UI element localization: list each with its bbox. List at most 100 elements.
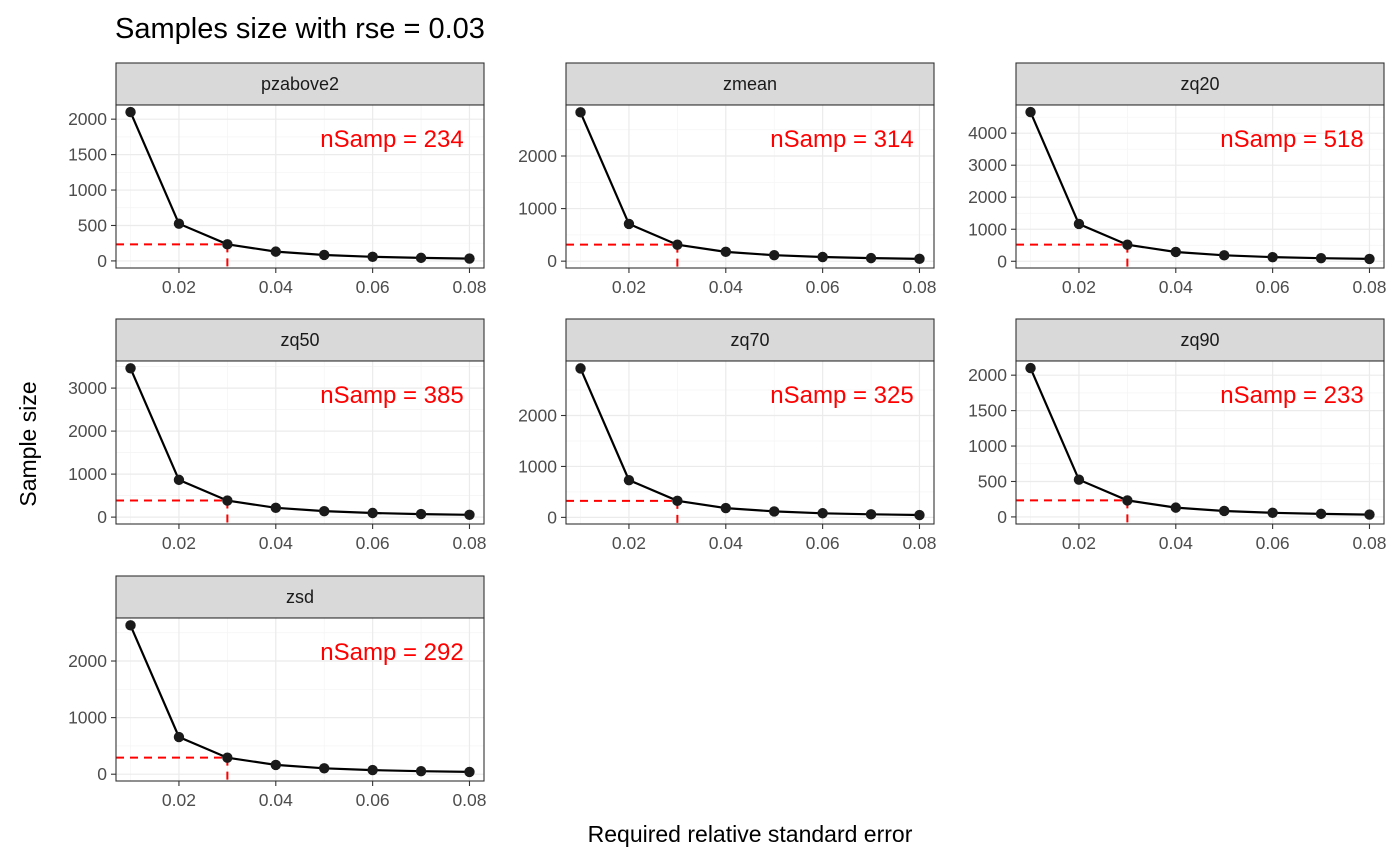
y-tick-label-zq20: 2000 <box>968 187 1007 207</box>
x-tick-label-zq90: 0.04 <box>1159 533 1193 553</box>
x-tick-label-zq50: 0.04 <box>259 533 293 553</box>
x-tick-label-zq70: 0.06 <box>806 533 840 553</box>
y-tick-label-pzabove2: 0 <box>97 251 107 271</box>
x-axis-title: Required relative standard error <box>588 821 913 847</box>
panel-background-zmean <box>566 105 934 268</box>
x-tick-label-zq70: 0.02 <box>612 533 646 553</box>
series-line-zmean <box>579 111 920 260</box>
x-tick-label-zsd: 0.02 <box>162 790 196 810</box>
annotation-zsd: nSamp = 292 <box>320 639 463 666</box>
x-tick-label-zq90: 0.02 <box>1062 533 1096 553</box>
x-tick-label-zq20: 0.06 <box>1256 277 1290 297</box>
data-point-zq50-3 <box>270 502 281 514</box>
annotation-zmean: nSamp = 314 <box>770 126 913 153</box>
y-tick-label-zq20: 3000 <box>968 155 1007 175</box>
data-point-zq20-4 <box>1219 250 1230 261</box>
facet-label-zq50: zq50 <box>280 330 319 350</box>
panel-background-pzabove2 <box>116 105 484 268</box>
x-tick-label-pzabove2: 0.02 <box>162 277 196 297</box>
data-point-zq20-3 <box>1170 246 1181 258</box>
data-point-zsd-2 <box>222 752 233 763</box>
y-tick-label-pzabove2: 1500 <box>68 145 107 165</box>
x-tick-label-zq20: 0.08 <box>1352 277 1386 297</box>
x-tick-label-zq50: 0.08 <box>452 533 486 553</box>
data-point-zq20-0 <box>1025 106 1036 118</box>
x-tick-label-zmean: 0.04 <box>709 277 743 297</box>
data-point-zmean-2 <box>672 239 683 250</box>
data-point-zq20-6 <box>1315 253 1327 264</box>
panel-border-zsd <box>115 617 485 782</box>
series-line-zq50 <box>129 367 470 516</box>
x-tick-label-zq90: 0.06 <box>1256 533 1290 553</box>
panel-background-zq90 <box>1016 361 1384 524</box>
data-point-zq90-7 <box>1364 509 1375 520</box>
data-point-zq20-2 <box>1122 239 1133 250</box>
y-tick-label-pzabove2: 2000 <box>68 109 107 129</box>
x-tick-label-pzabove2: 0.04 <box>259 277 293 297</box>
data-point-zsd-3 <box>270 759 281 771</box>
data-point-zq70-6 <box>865 509 877 520</box>
facet-label-zq90: zq90 <box>1180 330 1219 350</box>
y-tick-label-zsd: 1000 <box>68 708 107 728</box>
y-tick-label-zq70: 0 <box>547 507 557 527</box>
data-point-zq90-1 <box>1073 474 1085 485</box>
data-point-zsd-7 <box>464 766 475 778</box>
x-tick-label-zq20: 0.04 <box>1159 277 1193 297</box>
facet-label-zsd: zsd <box>286 587 314 607</box>
x-tick-label-pzabove2: 0.06 <box>356 277 390 297</box>
facet-strip-zq70 <box>565 318 935 362</box>
y-tick-label-pzabove2: 1000 <box>68 180 107 200</box>
y-tick-label-zq90: 500 <box>978 471 1007 491</box>
data-point-zmean-6 <box>865 252 877 264</box>
panel-border-zq70 <box>565 360 935 525</box>
x-tick-label-zq70: 0.08 <box>902 533 936 553</box>
y-tick-label-zmean: 1000 <box>518 199 557 219</box>
data-point-zq50-6 <box>415 508 427 520</box>
x-tick-label-zsd: 0.06 <box>356 790 390 810</box>
y-tick-label-zq50: 2000 <box>68 421 107 441</box>
data-point-zmean-1 <box>623 218 635 230</box>
facet-label-zq70: zq70 <box>730 330 769 350</box>
facet-panels: pzabove2 nSamp = 234 0 500 1000 1500 2000 0.02 0… <box>68 62 1387 810</box>
data-point-zq70-5 <box>817 508 828 519</box>
panel-border-zmean <box>565 104 935 269</box>
y-tick-label-zq90: 1000 <box>968 436 1007 456</box>
y-tick-label-zsd: 2000 <box>68 651 107 671</box>
y-tick-label-zmean: 0 <box>547 251 557 271</box>
panel-border-zq90 <box>1015 360 1385 525</box>
data-point-zq50-5 <box>367 507 378 519</box>
data-point-zmean-5 <box>817 251 828 263</box>
data-point-zq90-0 <box>1025 362 1036 374</box>
data-point-zq70-4 <box>769 506 780 517</box>
x-tick-label-zmean: 0.08 <box>902 277 936 297</box>
data-point-zq50-0 <box>125 363 136 374</box>
x-tick-label-zsd: 0.04 <box>259 790 293 810</box>
data-point-zq50-7 <box>464 509 475 520</box>
facet-strip-zq50 <box>115 318 485 362</box>
series-line-zq70 <box>579 367 920 517</box>
data-point-zq90-5 <box>1267 507 1278 519</box>
data-point-pzabove2-0 <box>125 106 136 118</box>
y-tick-label-zq90: 2000 <box>968 365 1007 385</box>
facet-label-pzabove2: pzabove2 <box>261 74 339 94</box>
panel-border-zq20 <box>1015 104 1385 269</box>
data-point-zq20-5 <box>1267 251 1278 263</box>
series-line-zsd <box>129 624 470 773</box>
data-point-zq70-0 <box>575 363 586 374</box>
data-point-zmean-0 <box>575 107 586 118</box>
y-tick-label-zq50: 1000 <box>68 464 107 484</box>
x-tick-label-zmean: 0.02 <box>612 277 646 297</box>
data-point-pzabove2-4 <box>319 249 330 261</box>
annotation-zq20: nSamp = 518 <box>1220 126 1363 153</box>
panel-background-zq20 <box>1016 105 1384 268</box>
y-tick-label-zq70: 2000 <box>518 406 557 426</box>
data-point-zq20-1 <box>1073 218 1085 230</box>
data-point-zq70-3 <box>720 502 731 514</box>
data-point-pzabove2-6 <box>415 252 427 264</box>
x-tick-label-zmean: 0.06 <box>806 277 840 297</box>
y-tick-label-zsd: 0 <box>97 764 107 784</box>
annotation-pzabove2: nSamp = 234 <box>320 126 463 153</box>
y-tick-label-pzabove2: 500 <box>78 215 107 235</box>
annotation-zq90: nSamp = 233 <box>1220 382 1363 409</box>
facet-pzabove2: pzabove2 nSamp = 234 0 500 1000 1500 2000 0.02 0… <box>68 62 487 297</box>
